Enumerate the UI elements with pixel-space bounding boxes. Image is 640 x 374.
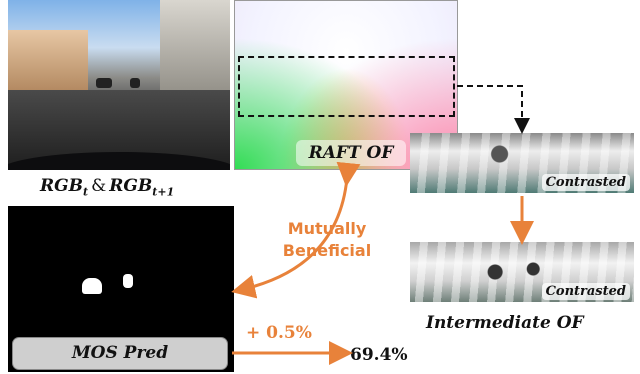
rgb-caption-sub-2: t+1 bbox=[152, 185, 175, 199]
moving-object-blob bbox=[123, 274, 133, 288]
raft-label-background bbox=[296, 140, 406, 166]
intermediate-of-caption: Intermediate OF bbox=[426, 313, 584, 333]
rgb-frame-image bbox=[8, 0, 230, 170]
mos-pred-label-background bbox=[12, 337, 228, 370]
raft-of-label: RAFT OF bbox=[308, 143, 394, 163]
moving-object-blob bbox=[82, 278, 102, 294]
rgb-caption-base-1: RGB bbox=[40, 176, 84, 196]
rgb-caption-sub-1: t bbox=[83, 185, 89, 199]
contrasted-flow-image-2: Contrasted bbox=[410, 242, 634, 302]
rgb-caption-amp: & bbox=[91, 176, 107, 196]
contrasted-label-2: Contrasted bbox=[541, 283, 630, 300]
rgb-caption-base-2: RGB bbox=[109, 176, 153, 196]
rgb-caption: RGBt & RGBt+1 bbox=[40, 176, 174, 198]
mos-pred-label: MOS Pred bbox=[71, 343, 169, 363]
crop-region-box bbox=[238, 56, 455, 117]
dashed-connector-arrow bbox=[457, 85, 530, 134]
gain-label: + 0.5% bbox=[246, 323, 312, 343]
contrasted-label-1: Contrasted bbox=[541, 174, 630, 191]
mutually-beneficial-arrow bbox=[231, 161, 361, 299]
result-label: 69.4% bbox=[350, 345, 408, 365]
contrasted-flow-image-1: Contrasted bbox=[410, 133, 634, 193]
